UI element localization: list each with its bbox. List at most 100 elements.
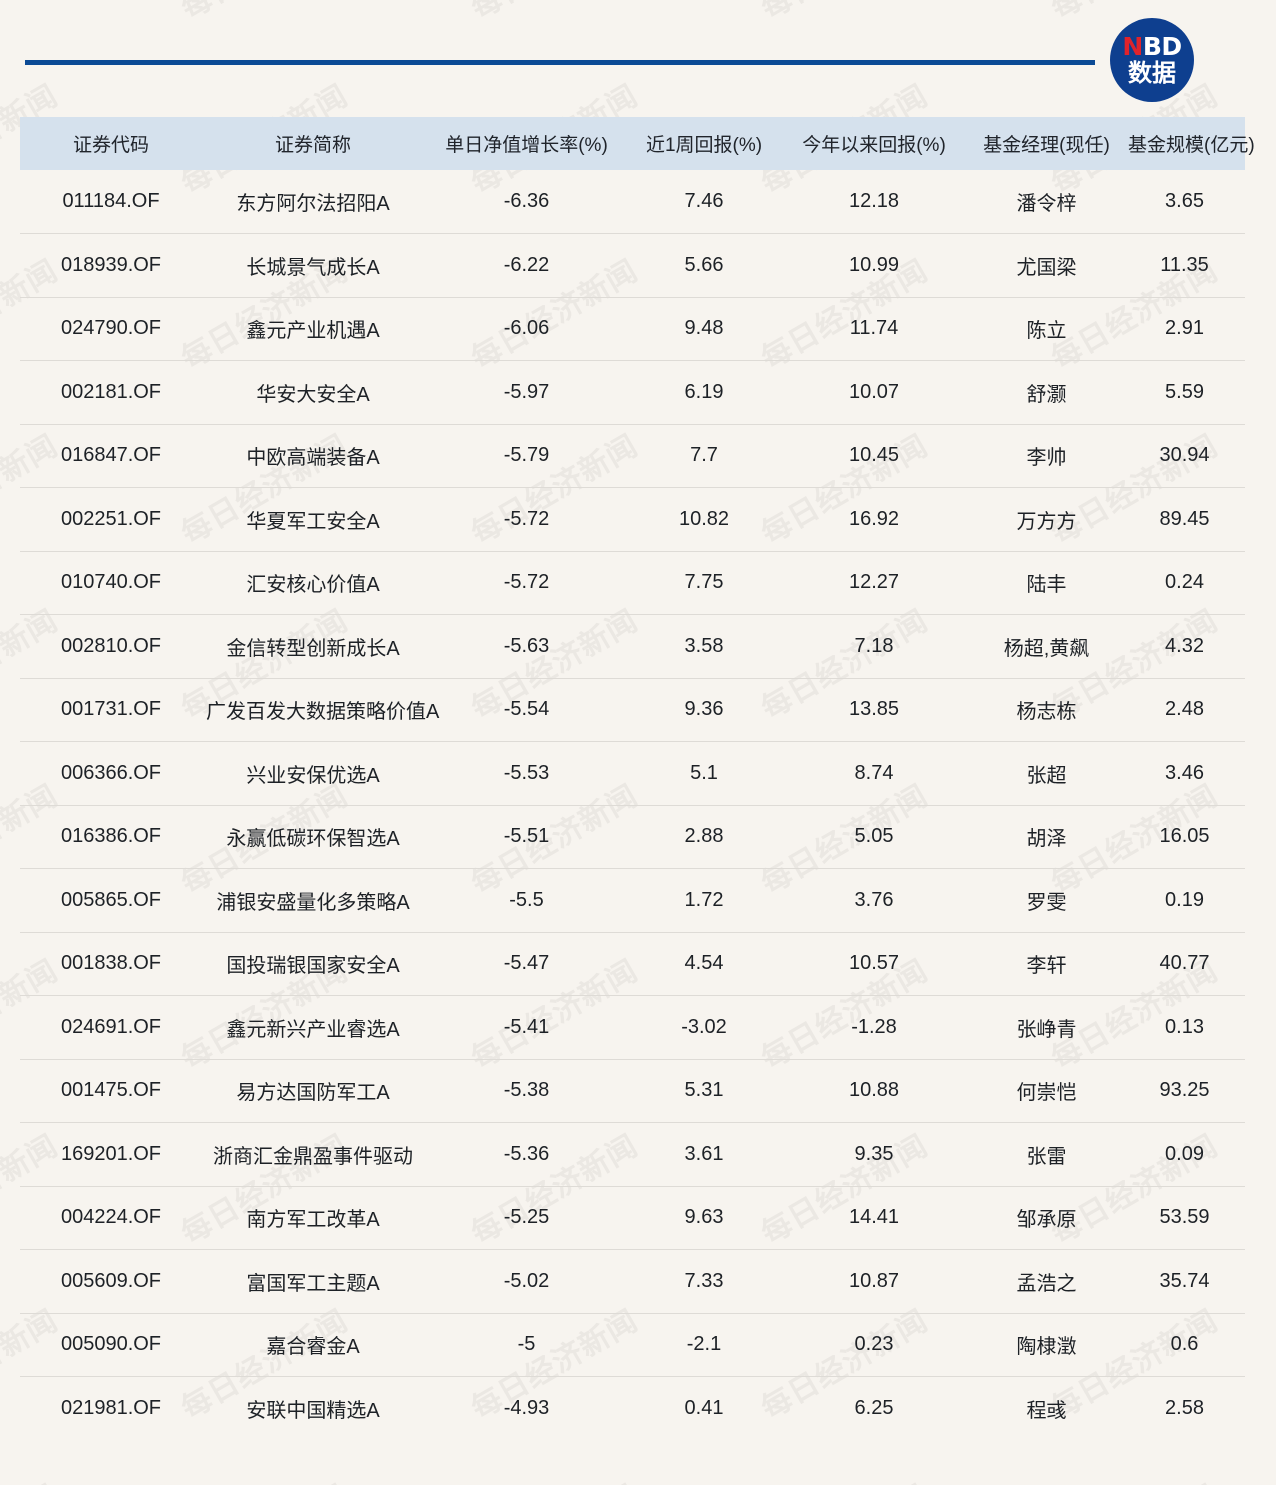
nbd-logo-letter-n: N xyxy=(1122,32,1143,61)
cell-fund-scale: 30.94 xyxy=(1124,424,1245,488)
page-header: NBD 数据 xyxy=(0,0,1276,117)
table-row[interactable]: 004224.OF 南方军工改革A -5.25 9.63 14.41 邹承原 53.59 xyxy=(20,1186,1245,1250)
cell-week-return: 7.7 xyxy=(629,424,779,488)
column-header-code[interactable]: 证券代码 xyxy=(20,117,202,170)
cell-fund-manager: 张超 xyxy=(969,741,1124,806)
cell-security-name: 金信转型创新成长A xyxy=(202,614,424,679)
cell-week-return: 9.48 xyxy=(629,297,779,361)
cell-ytd-return: 10.99 xyxy=(779,233,969,298)
cell-fund-manager: 张峥青 xyxy=(969,995,1124,1060)
cell-ytd-return: 10.45 xyxy=(779,424,969,488)
cell-week-return: 9.63 xyxy=(629,1186,779,1250)
cell-daily-nav-growth: -5.5 xyxy=(424,868,629,933)
table-row[interactable]: 002251.OF 华夏军工安全A -5.72 10.82 16.92 万方方 89.45 xyxy=(20,487,1245,552)
cell-security-name: 广发百发大数据策略价值A xyxy=(202,678,439,742)
watermark-text: 每日经济新闻 xyxy=(171,1471,354,1485)
cell-security-name: 浙商汇金鼎盈事件驱动 xyxy=(202,1122,424,1187)
cell-fund-manager: 尤国梁 xyxy=(969,233,1124,298)
table-header: 证券代码 证券简称 单日净值增长率(%) 近1周回报(%) 今年以来回报(%) … xyxy=(20,117,1255,170)
cell-security-code: 001838.OF xyxy=(20,932,202,996)
cell-ytd-return: 0.23 xyxy=(779,1313,969,1377)
table-row[interactable]: 002810.OF 金信转型创新成长A -5.63 3.58 7.18 杨超,黄飙 4.32 xyxy=(20,614,1245,679)
cell-fund-manager: 杨志栋 xyxy=(969,678,1124,742)
cell-security-code: 006366.OF xyxy=(20,741,202,806)
cell-daily-nav-growth: -5.36 xyxy=(424,1122,629,1187)
cell-fund-scale: 53.59 xyxy=(1124,1186,1245,1250)
watermark-text: 每日经济新闻 xyxy=(1041,1471,1224,1485)
cell-fund-scale: 0.24 xyxy=(1124,551,1245,615)
cell-ytd-return: 12.18 xyxy=(779,170,969,234)
column-header-name[interactable]: 证券简称 xyxy=(202,117,424,170)
cell-security-code: 005090.OF xyxy=(20,1313,202,1377)
nbd-logo: NBD 数据 xyxy=(1110,18,1194,102)
cell-security-name: 安联中国精选A xyxy=(246,1400,380,1422)
cell-fund-scale: 40.77 xyxy=(1124,932,1245,996)
column-header-daily-nav-growth[interactable]: 单日净值增长率(%) xyxy=(424,117,629,170)
cell-fund-scale: 0.13 xyxy=(1124,995,1245,1060)
cell-daily-nav-growth: -5.79 xyxy=(424,424,629,488)
table-row[interactable]: 016386.OF 永赢低碳环保智选A -5.51 2.88 5.05 胡泽 16.05 xyxy=(20,805,1245,869)
table-row[interactable]: 005609.OF 富国军工主题A -5.02 7.33 10.87 孟浩之 35.74 xyxy=(20,1249,1245,1314)
cell-week-return: 7.33 xyxy=(629,1249,779,1314)
cell-fund-scale: 93.25 xyxy=(1124,1059,1245,1123)
table-row[interactable]: 002181.OF 华安大安全A -5.97 6.19 10.07 舒灏 5.59 xyxy=(20,360,1245,425)
watermark-text: 每日经济新闻 xyxy=(461,1471,644,1485)
table-row[interactable]: 021981.OF 安联中国精选A -4.93 0.41 6.25 程彧 2.58 xyxy=(20,1377,1245,1441)
cell-daily-nav-growth: -5.51 xyxy=(424,805,629,869)
cell-ytd-return: 11.74 xyxy=(779,297,969,361)
column-header-week-return[interactable]: 近1周回报(%) xyxy=(629,117,779,170)
nbd-logo-subtitle: 数据 xyxy=(1128,59,1176,87)
cell-daily-nav-growth: -5.47 xyxy=(424,932,629,996)
cell-security-code: 001475.OF xyxy=(20,1059,202,1123)
cell-fund-manager: 邹承原 xyxy=(969,1186,1124,1250)
cell-fund-scale: 0.6 xyxy=(1124,1313,1245,1377)
cell-fund-scale: 11.35 xyxy=(1124,233,1245,298)
cell-security-name: 富国军工主题A xyxy=(202,1249,424,1314)
cell-fund-manager: 罗雯 xyxy=(969,868,1124,933)
column-header-fund-scale[interactable]: 基金规模(亿元) xyxy=(1124,117,1255,170)
cell-daily-nav-growth: -6.06 xyxy=(424,297,629,361)
table-row[interactable]: 024691.OF 鑫元新兴产业睿选A -5.41 -3.02 -1.28 张峥青 0.13 xyxy=(20,995,1245,1060)
column-header-fund-manager[interactable]: 基金经理(现任) xyxy=(969,117,1124,170)
table-row[interactable]: 011184.OF 东方阿尔法招阳A -6.36 7.46 12.18 潘令梓 3.65 xyxy=(20,170,1245,234)
cell-daily-nav-growth: -5.97 xyxy=(424,360,629,425)
cell-fund-manager: 陈立 xyxy=(969,297,1124,361)
cell-fund-scale: 4.32 xyxy=(1124,614,1245,679)
table-row[interactable]: 024790.OF 鑫元产业机遇A -6.06 9.48 11.74 陈立 2.91 xyxy=(20,297,1245,361)
table-row[interactable]: 001475.OF 易方达国防军工A -5.38 5.31 10.88 何崇恺 93.25 xyxy=(20,1059,1245,1123)
cell-week-return: 6.19 xyxy=(629,360,779,425)
cell-fund-manager: 张雷 xyxy=(969,1122,1124,1187)
table-row[interactable]: 169201.OF 浙商汇金鼎盈事件驱动 -5.36 3.61 9.35 张雷 0.09 xyxy=(20,1122,1245,1187)
cell-fund-manager: 程彧 xyxy=(1026,1400,1067,1422)
cell-fund-scale: 2.91 xyxy=(1124,297,1245,361)
cell-security-code: 021981.OF xyxy=(60,1397,162,1419)
cell-daily-nav-growth: -5 xyxy=(424,1313,629,1377)
table-row[interactable]: 016847.OF 中欧高端装备A -5.79 7.7 10.45 李帅 30.94 xyxy=(20,424,1245,488)
column-header-ytd-return[interactable]: 今年以来回报(%) xyxy=(779,117,969,170)
cell-daily-nav-growth: -5.25 xyxy=(424,1186,629,1250)
cell-security-code: 002810.OF xyxy=(20,614,202,679)
table-row[interactable]: 010740.OF 汇安核心价值A -5.72 7.75 12.27 陆丰 0.24 xyxy=(20,551,1245,615)
cell-ytd-return: 10.87 xyxy=(779,1249,969,1314)
table-row[interactable]: 005090.OF 嘉合睿金A -5 -2.1 0.23 陶棣澂 0.6 xyxy=(20,1313,1245,1377)
table-row[interactable]: 001838.OF 国投瑞银国家安全A -5.47 4.54 10.57 李轩 40.77 xyxy=(20,932,1245,996)
cell-fund-manager: 何崇恺 xyxy=(969,1059,1124,1123)
cell-security-code: 002181.OF xyxy=(20,360,202,425)
cell-fund-manager: 胡泽 xyxy=(969,805,1124,869)
cell-ytd-return: 6.25 xyxy=(854,1397,894,1419)
cell-daily-nav-growth: -5.41 xyxy=(424,995,629,1060)
cell-daily-nav-growth: -5.02 xyxy=(424,1249,629,1314)
nbd-logo-wordmark: NBD xyxy=(1122,32,1182,61)
table-row[interactable]: 006366.OF 兴业安保优选A -5.53 5.1 8.74 张超 3.46 xyxy=(20,741,1245,806)
cell-week-return: 5.66 xyxy=(629,233,779,298)
cell-fund-manager: 陆丰 xyxy=(969,551,1124,615)
cell-week-return: 7.46 xyxy=(629,170,779,234)
table-row[interactable]: 018939.OF 长城景气成长A -6.22 5.66 10.99 尤国梁 11.35 xyxy=(20,233,1245,298)
table-body: 011184.OF 东方阿尔法招阳A -6.36 7.46 12.18 潘令梓 3.65 01… xyxy=(20,170,1245,1440)
table-row[interactable]: 001731.OF 广发百发大数据策略价值A -5.54 9.36 13.85 杨志栋 2.… xyxy=(20,678,1245,742)
cell-ytd-return: 7.18 xyxy=(779,614,969,679)
table-row[interactable]: 005865.OF 浦银安盛量化多策略A -5.5 1.72 3.76 罗雯 0.19 xyxy=(20,868,1245,933)
watermark-text: 每日经济新闻 xyxy=(0,1471,65,1485)
cell-ytd-return: 13.85 xyxy=(779,678,969,742)
cell-fund-scale: 16.05 xyxy=(1124,805,1245,869)
